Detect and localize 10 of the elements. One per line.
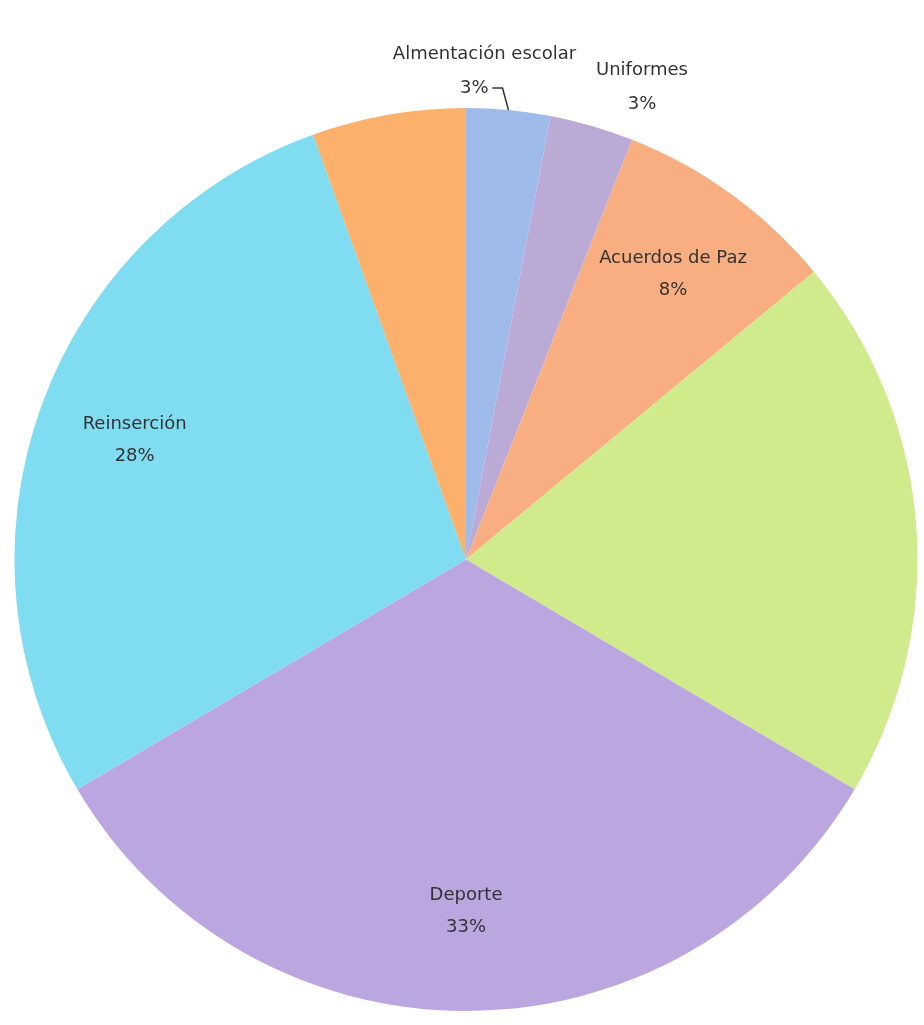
- data-label: 28%: [114, 443, 155, 465]
- data-label: 3%: [459, 75, 489, 97]
- data-label: 8%: [658, 278, 688, 300]
- slice-label: Uniformes: [595, 57, 688, 79]
- slice-label: Deporte: [429, 883, 503, 905]
- slice-label: Almentación escolar: [392, 41, 577, 63]
- data-label: 33%: [445, 915, 487, 937]
- slice-label: Acuerdos de Paz: [599, 246, 747, 268]
- slice-label: Reinserción: [82, 411, 187, 433]
- data-label: 3%: [627, 91, 657, 113]
